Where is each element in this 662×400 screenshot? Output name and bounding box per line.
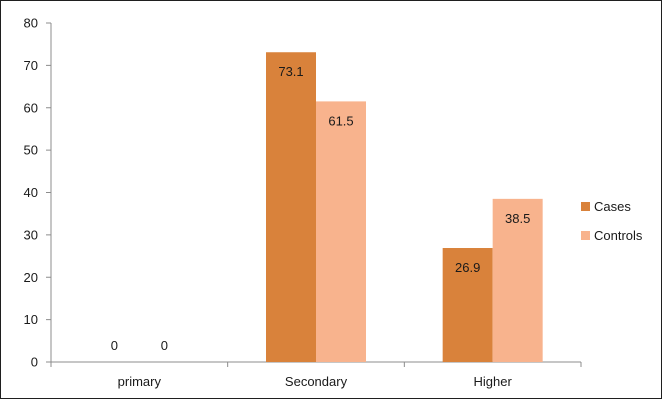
legend-swatch-controls [581, 231, 590, 240]
y-tick-label: 30 [24, 227, 38, 242]
bar-cases-higher [442, 248, 493, 362]
bar-controls-secondary [316, 101, 366, 363]
x-tick-label: Secondary [285, 374, 348, 389]
data-label-controls-secondary: 61.5 [328, 113, 353, 128]
y-tick-label: 60 [24, 100, 38, 115]
y-tick-label: 70 [24, 58, 38, 73]
bar-controls-higher [492, 198, 543, 362]
data-labels: 0 0 73.1 61.5 26.9 38.5 [111, 64, 531, 353]
y-tick-label: 40 [24, 185, 38, 200]
legend: Cases Controls [581, 199, 643, 243]
y-tick-label: 10 [24, 312, 38, 327]
y-tick-label: 80 [24, 16, 38, 31]
data-label-cases-secondary: 73.1 [278, 64, 303, 79]
data-label-controls-higher: 38.5 [505, 211, 530, 226]
data-label-controls-primary: 0 [161, 338, 168, 353]
y-tick-label: 50 [24, 143, 38, 158]
x-tick-label: primary [118, 374, 162, 389]
x-tick-label: Higher [474, 374, 513, 389]
bar-cases-secondary [266, 52, 316, 363]
bars [266, 52, 543, 363]
y-tick-label: 0 [31, 355, 38, 370]
data-label-cases-higher: 26.9 [455, 260, 480, 275]
y-tick-label: 20 [24, 270, 38, 285]
legend-swatch-cases [581, 202, 590, 211]
legend-label-controls: Controls [594, 228, 643, 243]
data-label-cases-primary: 0 [111, 338, 118, 353]
legend-label-cases: Cases [594, 199, 631, 214]
